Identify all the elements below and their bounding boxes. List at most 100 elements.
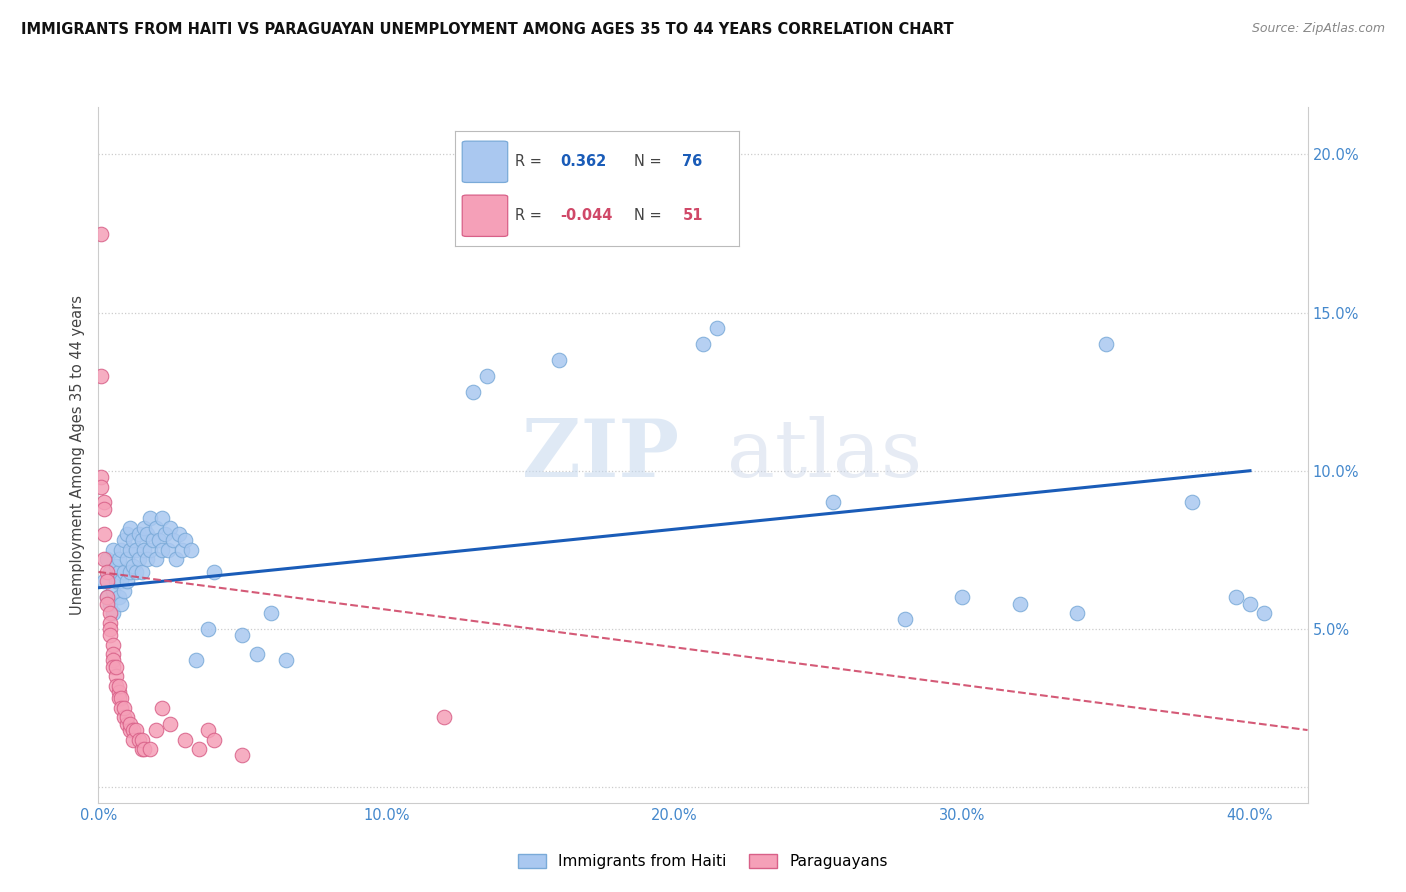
Point (112, 533, 135, 548)
Point (107, 591, 129, 605)
Point (101, 542, 124, 557)
Point (115, 574, 138, 589)
Point (120, 521, 142, 535)
Legend: Immigrants from Haiti, Paraguayans: Immigrants from Haiti, Paraguayans (512, 847, 894, 875)
Point (167, 527, 190, 541)
Point (274, 653, 297, 667)
Point (98, 615, 121, 630)
Point (98, 597, 121, 611)
Point (93, 552, 115, 566)
Point (131, 565, 153, 579)
Point (122, 533, 145, 548)
Point (131, 732, 153, 747)
Point (145, 552, 167, 566)
Point (115, 710, 138, 724)
Point (101, 606, 124, 620)
Point (101, 653, 124, 667)
Point (162, 533, 184, 548)
Point (1253, 606, 1275, 620)
Point (101, 583, 124, 598)
Text: atlas: atlas (727, 416, 922, 494)
Point (104, 679, 127, 693)
Point (139, 542, 162, 557)
Point (231, 748, 253, 763)
Point (112, 710, 135, 724)
Text: ZIP: ZIP (522, 416, 679, 494)
Point (101, 638, 124, 652)
Point (110, 597, 132, 611)
Point (159, 521, 181, 535)
Point (96, 591, 118, 605)
Point (96, 574, 118, 589)
Text: IMMIGRANTS FROM HAITI VS PARAGUAYAN UNEMPLOYMENT AMONG AGES 35 TO 44 YEARS CORRE: IMMIGRANTS FROM HAITI VS PARAGUAYAN UNEM… (21, 22, 953, 37)
Point (186, 653, 208, 667)
Point (180, 542, 202, 557)
Point (145, 521, 167, 535)
Point (101, 647, 124, 661)
Point (197, 723, 219, 737)
Point (548, 353, 571, 368)
Point (136, 527, 159, 541)
Point (107, 685, 129, 699)
Point (112, 583, 135, 598)
Point (131, 533, 153, 548)
Point (98, 606, 121, 620)
Point (115, 552, 138, 566)
Point (110, 691, 132, 706)
Point (134, 542, 156, 557)
Point (821, 495, 844, 509)
Point (104, 660, 127, 674)
Point (125, 542, 148, 557)
Point (90, 368, 112, 383)
Point (120, 565, 142, 579)
Point (173, 732, 195, 747)
Point (96, 565, 118, 579)
Point (115, 527, 138, 541)
Point (950, 591, 973, 605)
Point (202, 565, 225, 579)
Point (131, 742, 153, 756)
Point (1095, 337, 1118, 351)
Point (98, 628, 121, 642)
Point (93, 574, 115, 589)
Point (101, 660, 124, 674)
Point (1239, 597, 1261, 611)
Point (173, 533, 195, 548)
Point (145, 723, 167, 737)
Point (150, 701, 173, 715)
Point (706, 321, 728, 335)
Point (104, 669, 127, 683)
Point (98, 622, 121, 636)
Point (107, 552, 129, 566)
Point (461, 384, 484, 399)
Point (139, 742, 162, 756)
Point (1066, 606, 1088, 620)
Point (260, 606, 283, 620)
Point (692, 337, 714, 351)
Point (122, 732, 145, 747)
Point (165, 552, 187, 566)
Point (90, 479, 112, 493)
Point (107, 679, 129, 693)
Point (1008, 597, 1031, 611)
Point (156, 542, 179, 557)
Point (120, 716, 142, 731)
Point (159, 716, 181, 731)
Point (150, 542, 173, 557)
Point (893, 612, 915, 626)
Point (134, 742, 156, 756)
Point (90, 470, 112, 484)
Point (433, 710, 456, 724)
Point (202, 732, 225, 747)
Point (93, 495, 115, 509)
Point (107, 691, 129, 706)
Text: Source: ZipAtlas.com: Source: ZipAtlas.com (1251, 22, 1385, 36)
Point (110, 701, 132, 715)
Point (134, 521, 156, 535)
Point (120, 542, 142, 557)
Point (110, 542, 132, 557)
Y-axis label: Unemployment Among Ages 35 to 44 years: Unemployment Among Ages 35 to 44 years (70, 295, 86, 615)
Point (475, 368, 498, 383)
Point (104, 574, 127, 589)
Point (142, 533, 165, 548)
